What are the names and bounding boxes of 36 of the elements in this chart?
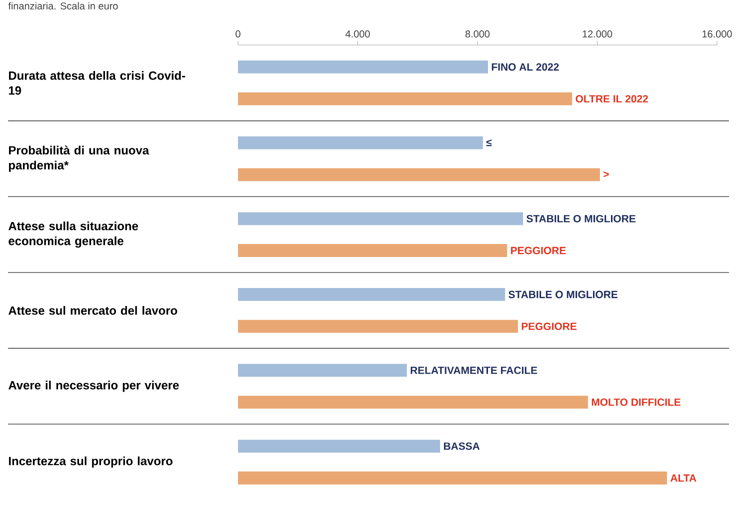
bar (238, 60, 488, 74)
data-label: FINO AL 2022 (492, 63, 559, 71)
x-tick-label: 16.000 (702, 30, 732, 38)
y-tick-label: Incertezza sul proprio lavoro (9, 456, 172, 468)
bar (238, 364, 407, 377)
data-label: PEGGIORE (511, 246, 566, 254)
y-tick-label: Attese sul mercato del lavoro (8, 306, 178, 315)
data-label: RELATIVAMENTE FACILE (410, 366, 538, 374)
y-tick-label: Avere il necessario per vivere (8, 380, 179, 392)
bar (238, 472, 668, 484)
bar (238, 288, 506, 301)
bar (238, 244, 508, 257)
bar (238, 168, 600, 182)
bar (238, 396, 588, 409)
bar (238, 92, 572, 106)
data-label: STABILE O MIGLIORE (508, 290, 618, 298)
data-label: PEGGIORE (522, 322, 577, 330)
data-label: ≤ (486, 140, 492, 146)
x-tick-label: 4.000 (346, 30, 370, 38)
y-tick-label: Durata attesa della crisi Covid-19 (8, 71, 186, 95)
bar (238, 440, 440, 453)
x-tick-label: 8.000 (465, 30, 490, 38)
data-label: ALTA (670, 474, 696, 482)
data-label: BASSA (444, 442, 480, 450)
bar (238, 136, 483, 150)
x-tick-label: 12.000 (582, 30, 612, 38)
data-label: STABILE O MIGLIORE (526, 214, 636, 222)
y-tick-label: Attese sulla situazione economica generale (8, 222, 138, 248)
data-label: > (604, 172, 609, 178)
data-label: OLTRE IL 2022 (576, 95, 648, 103)
data-label: MOLTO DIFFICILE (592, 398, 680, 406)
bar (238, 212, 524, 226)
x-tick-label: 0 (236, 30, 240, 38)
bar (238, 320, 518, 333)
text: finanziaria. Scala in euro (8, 2, 118, 10)
y-tick-label: Probabilità di una nuova pandemia* (8, 146, 150, 172)
